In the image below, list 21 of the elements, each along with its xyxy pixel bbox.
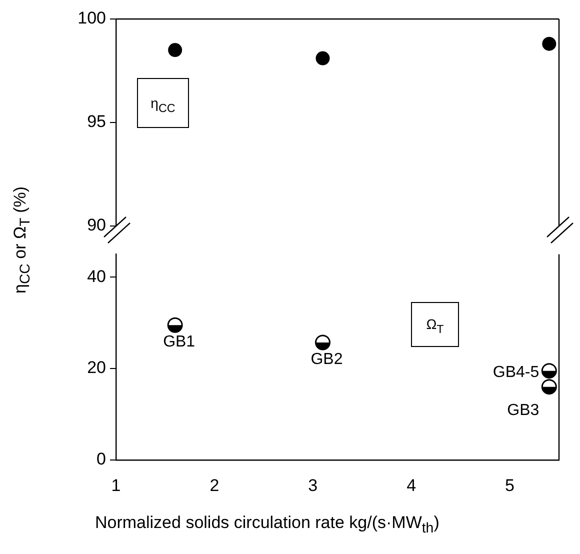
y-tick-label: 40 (87, 266, 106, 286)
x-tick-label: 5 (505, 476, 515, 495)
x-tick-label: 3 (308, 476, 318, 495)
x-tick-label: 1 (111, 476, 121, 495)
y-tick-label: 90 (87, 215, 106, 234)
point (168, 43, 182, 58)
name-box: Ω$_{T}$ (411, 302, 459, 347)
annotation: GB2 (310, 350, 343, 368)
x-tick-label: 2 (210, 476, 220, 495)
x-tick-label: 4 (406, 476, 416, 495)
y-tick-label: 20 (87, 358, 106, 378)
y-tick-label: 95 (87, 112, 106, 132)
point (316, 51, 330, 66)
y-tick-label: 100 (78, 8, 106, 28)
annotation: GB4-5 (492, 364, 540, 382)
annotation: GB1 (163, 333, 196, 350)
annotation: GB3 (507, 402, 540, 420)
x-axis-title: Normalized solids circulation rate kg/(s·MW$_{th}$) (95, 513, 440, 536)
y-tick-label: 0 (96, 450, 106, 469)
name-box: η$_{CC}$ (137, 78, 189, 128)
point (542, 36, 556, 51)
